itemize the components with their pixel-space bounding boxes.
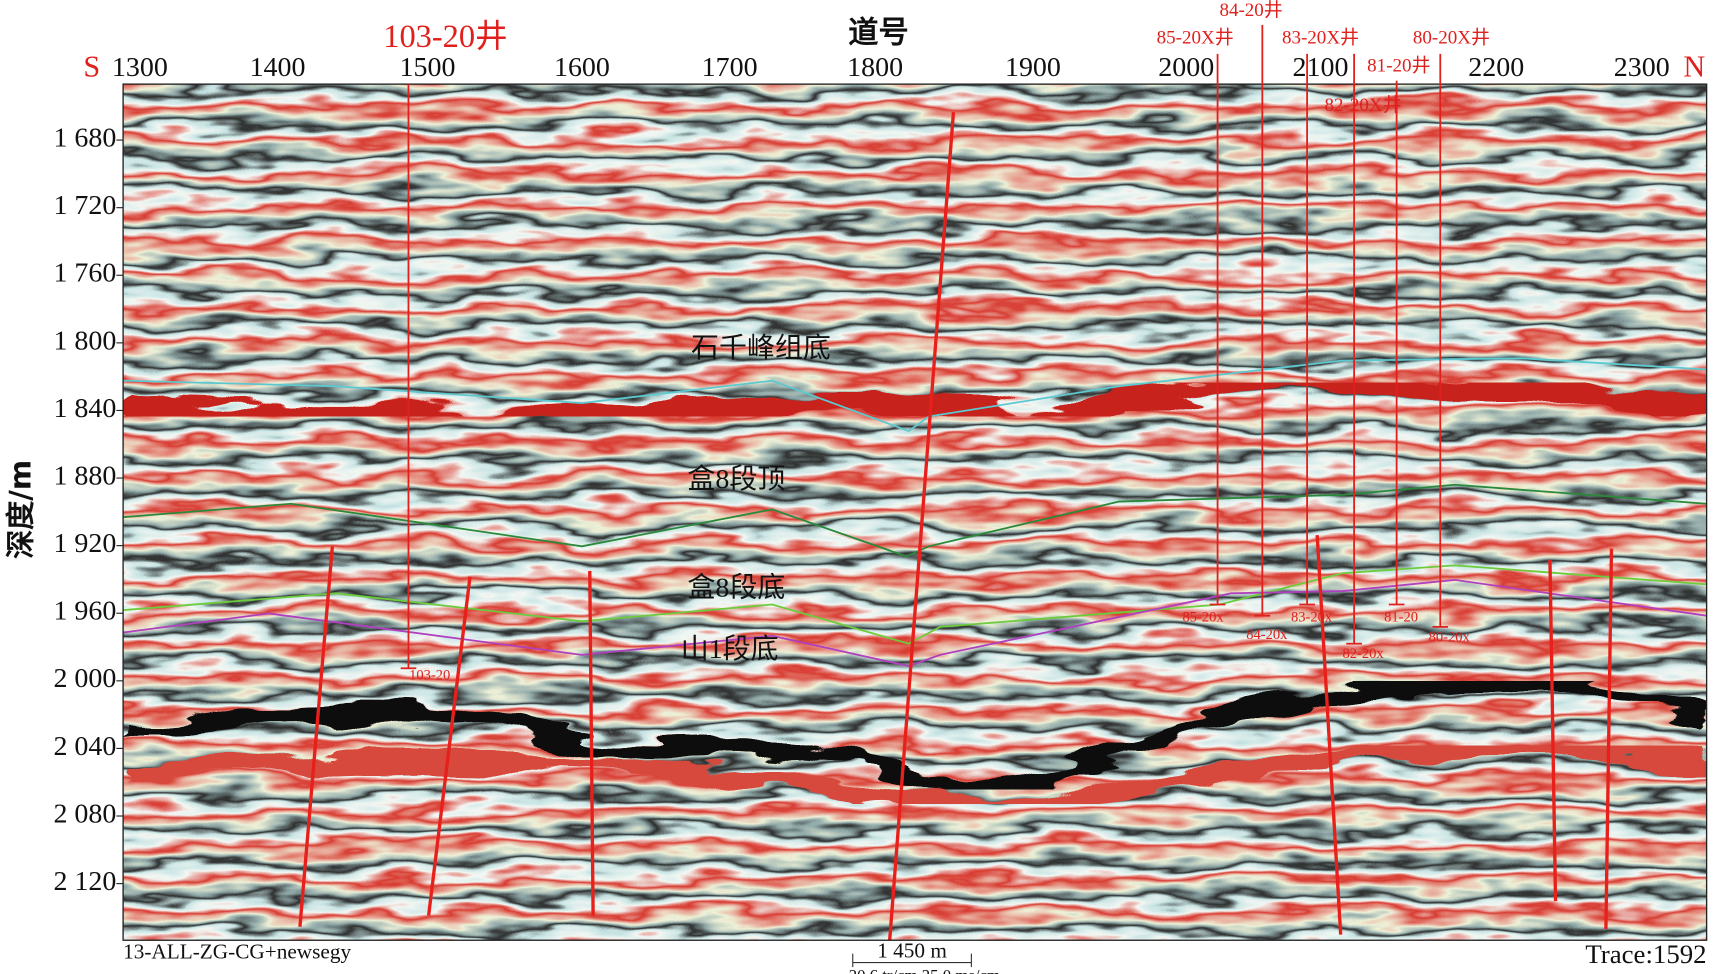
south-label: S (83, 50, 100, 84)
y-tick-label: 1 760 (53, 258, 116, 289)
scale-bar (852, 953, 972, 968)
y-tick-label: 1 800 (53, 325, 116, 356)
x-tick-label: 1900 (1005, 52, 1061, 83)
y-axis-title: 深度/m (3, 460, 37, 559)
horizon-label: 盒8段底 (687, 571, 785, 603)
faults (298, 111, 1614, 941)
y-tick-label: 1 880 (53, 460, 116, 491)
x-tick-label: 2300 (1614, 52, 1670, 83)
plot-frame (122, 83, 1708, 941)
y-tick-label: 2 120 (53, 866, 116, 897)
x-tick-label: 1600 (554, 52, 610, 83)
well-name: 81-20井 (1367, 55, 1430, 77)
well-name: 103-20井 (383, 18, 507, 55)
y-tick-label: 2 080 (53, 798, 116, 829)
well-name: 80-20X井 (1413, 27, 1490, 49)
well-name: 83-20X井 (1282, 27, 1359, 49)
x-tick-label: 2100 (1293, 52, 1349, 83)
seismic-image (123, 84, 1707, 941)
y-tick-label: 1 720 (53, 190, 116, 221)
x-tick-label: 2200 (1468, 52, 1524, 83)
well-marker: 80-20x (1429, 629, 1471, 645)
y-tick-label: 1 840 (53, 393, 116, 424)
y-tick-label: 1 960 (53, 596, 116, 627)
horizons (122, 357, 1707, 667)
horizon-label: 山1段底 (681, 633, 779, 665)
dataset-label: 13-ALL-ZG-CG+newsegy (123, 940, 351, 964)
axis-title: 道号 (848, 15, 908, 50)
well-name: 85-20X井 (1157, 27, 1234, 49)
horizon-label: 盒8段顶 (687, 463, 785, 495)
y-tick-label: 1 680 (53, 123, 116, 154)
well-name: 82-20X井 (1324, 94, 1401, 116)
scale-info: 20.6 tr/cm 25.0 ms/cm (849, 966, 1000, 974)
x-tick-label: 2000 (1158, 52, 1214, 83)
x-tick-label: 1500 (400, 52, 456, 83)
x-tick-label: 1800 (847, 52, 903, 83)
well-marker: 84-20x (1246, 627, 1288, 643)
trace-label: Trace:1592 (1585, 939, 1706, 969)
well-marker: 85-20x (1182, 609, 1224, 625)
y-tick-label: 2 040 (53, 731, 116, 762)
x-tick-label: 1300 (112, 52, 168, 83)
y-tick-label: 2 000 (53, 663, 116, 694)
well-name: 84-20井 (1219, 0, 1282, 21)
x-tick-label: 1400 (250, 52, 306, 83)
well-marker: 103-20 (409, 667, 450, 683)
well-marker: 81-20 (1384, 609, 1418, 625)
horizon-label: 石千峰组底 (691, 332, 831, 364)
x-tick-label: 1700 (702, 52, 758, 83)
north-label: N (1683, 50, 1705, 84)
scale-length: 1 450 m (877, 938, 947, 962)
well-marker: 83-20x (1291, 609, 1333, 625)
y-tick-label: 1 920 (53, 528, 116, 559)
well-marker: 82-20x (1342, 646, 1384, 662)
